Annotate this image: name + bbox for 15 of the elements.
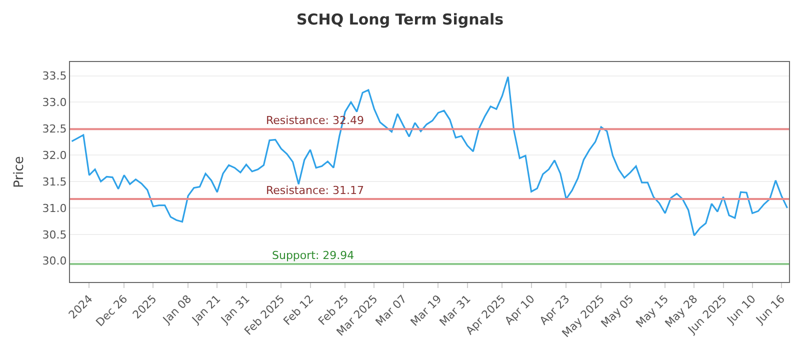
y-tick-label: 33.0	[42, 96, 67, 110]
ref-line-label: Resistance: 31.17	[266, 184, 364, 197]
ref-line-label: Support: 29.94	[272, 249, 354, 262]
y-tick-label: 30.0	[42, 254, 67, 268]
x-tick-label: Jun 16	[753, 292, 788, 327]
y-tick-label: 31.0	[42, 202, 67, 215]
y-tick-label: 31.5	[42, 175, 67, 188]
chart-title: SCHQ Long Term Signals	[296, 10, 504, 28]
x-tick-label: Dec 26	[93, 292, 130, 330]
y-axis-title: Price	[12, 156, 28, 188]
y-tick-label: 32.5	[42, 122, 67, 136]
y-tick-label: 30.5	[42, 228, 67, 242]
y-tick-label: 33.5	[42, 70, 67, 83]
y-tick-label: 32.0	[42, 148, 67, 162]
line-series	[70, 76, 788, 236]
